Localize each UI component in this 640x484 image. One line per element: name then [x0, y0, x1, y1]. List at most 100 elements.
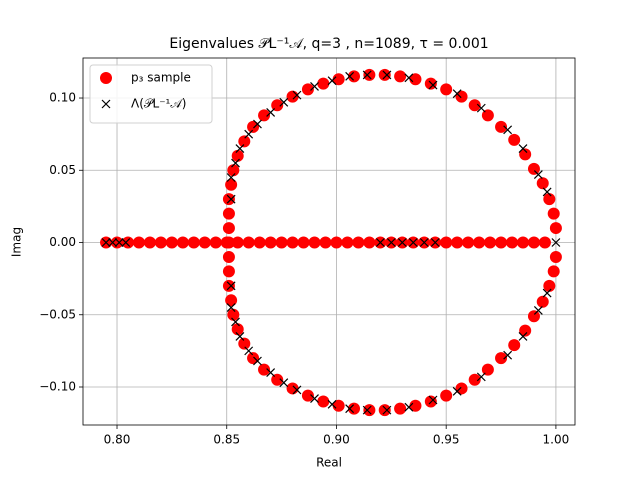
- x-tick-label: 0.95: [433, 433, 460, 447]
- data-point: [231, 236, 244, 249]
- data-point: [317, 77, 330, 90]
- data-point: [286, 236, 299, 249]
- data-point: [253, 236, 266, 249]
- data-point: [378, 68, 391, 81]
- data-point: [404, 402, 414, 412]
- data-point: [495, 236, 508, 249]
- data-point: [231, 158, 240, 168]
- data-point: [345, 404, 355, 414]
- x-tick-label: 1.00: [543, 433, 570, 447]
- data-point: [503, 350, 513, 360]
- data-point: [440, 236, 453, 249]
- data-point: [352, 236, 365, 249]
- data-point: [253, 356, 262, 366]
- data-point: [519, 324, 532, 337]
- y-tick-label: 0.00: [49, 235, 76, 249]
- data-point: [473, 236, 486, 249]
- data-point: [231, 323, 244, 336]
- data-point: [549, 250, 562, 263]
- data-point: [238, 337, 251, 350]
- data-point: [310, 394, 319, 403]
- data-point: [543, 279, 556, 292]
- data-point: [279, 378, 289, 388]
- data-point: [222, 222, 235, 235]
- data-point: [319, 236, 332, 249]
- data-point: [455, 382, 468, 395]
- data-point: [536, 295, 549, 308]
- data-point: [382, 405, 392, 415]
- data-point: [242, 236, 255, 249]
- data-point: [132, 236, 145, 249]
- data-point: [226, 194, 236, 204]
- data-point: [222, 279, 235, 292]
- data-point: [397, 238, 407, 247]
- data-point: [451, 236, 464, 249]
- data-point: [310, 82, 319, 91]
- y-tick-label: −0.10: [39, 379, 76, 393]
- data-point: [220, 236, 233, 249]
- data-point: [386, 238, 396, 247]
- data-point: [476, 372, 486, 382]
- data-point: [225, 294, 238, 307]
- data-point: [341, 236, 354, 249]
- data-point: [121, 238, 131, 247]
- data-point: [286, 382, 299, 395]
- data-point: [111, 236, 124, 249]
- data-point: [225, 178, 238, 191]
- data-point: [301, 83, 314, 96]
- data-point: [275, 236, 288, 249]
- legend-label: Λ(𝒫L⁻¹𝒜): [131, 97, 186, 111]
- data-point: [227, 164, 240, 177]
- data-point: [362, 70, 372, 80]
- data-point: [362, 405, 372, 415]
- data-point: [394, 402, 407, 415]
- data-point: [327, 399, 337, 409]
- data-point: [222, 193, 235, 206]
- data-point: [226, 281, 236, 291]
- data-point: [382, 70, 392, 80]
- data-point: [533, 305, 543, 315]
- data-point: [519, 148, 532, 161]
- data-point: [301, 389, 314, 402]
- data-point: [238, 135, 251, 148]
- data-point: [542, 187, 552, 197]
- legend-label: p₃ sample: [131, 71, 191, 85]
- data-point: [495, 120, 508, 133]
- data-point: [258, 363, 271, 376]
- legend-marker: [100, 72, 112, 84]
- legend-marker: [101, 99, 111, 109]
- data-point: [363, 404, 376, 417]
- data-point: [231, 317, 240, 327]
- data-point: [266, 368, 276, 377]
- data-point: [440, 83, 453, 96]
- data-point: [345, 71, 355, 81]
- data-point: [209, 236, 222, 249]
- data-point: [527, 310, 540, 323]
- data-point: [308, 236, 321, 249]
- data-point: [286, 90, 299, 103]
- data-point: [244, 346, 254, 356]
- data-point: [244, 129, 254, 139]
- data-point: [549, 222, 562, 235]
- data-point: [222, 265, 235, 278]
- data-point: [533, 170, 543, 180]
- data-point: [419, 238, 429, 247]
- y-axis-label: Imag: [10, 227, 24, 257]
- data-point: [518, 144, 528, 154]
- chart-title: Eigenvalues 𝒫L⁻¹𝒜, q=3 , n=1089, τ = 0.0…: [169, 36, 488, 52]
- data-point: [484, 236, 497, 249]
- data-point: [428, 80, 438, 90]
- data-point: [543, 193, 556, 206]
- data-point: [409, 73, 422, 86]
- data-point: [462, 236, 475, 249]
- data-point: [154, 236, 167, 249]
- data-point: [452, 386, 462, 396]
- data-point: [408, 238, 418, 247]
- data-point: [226, 173, 236, 182]
- x-tick-label: 0.85: [213, 433, 240, 447]
- data-point: [222, 250, 235, 263]
- data-point: [542, 288, 552, 298]
- data-point: [518, 332, 528, 341]
- data-point: [222, 207, 235, 220]
